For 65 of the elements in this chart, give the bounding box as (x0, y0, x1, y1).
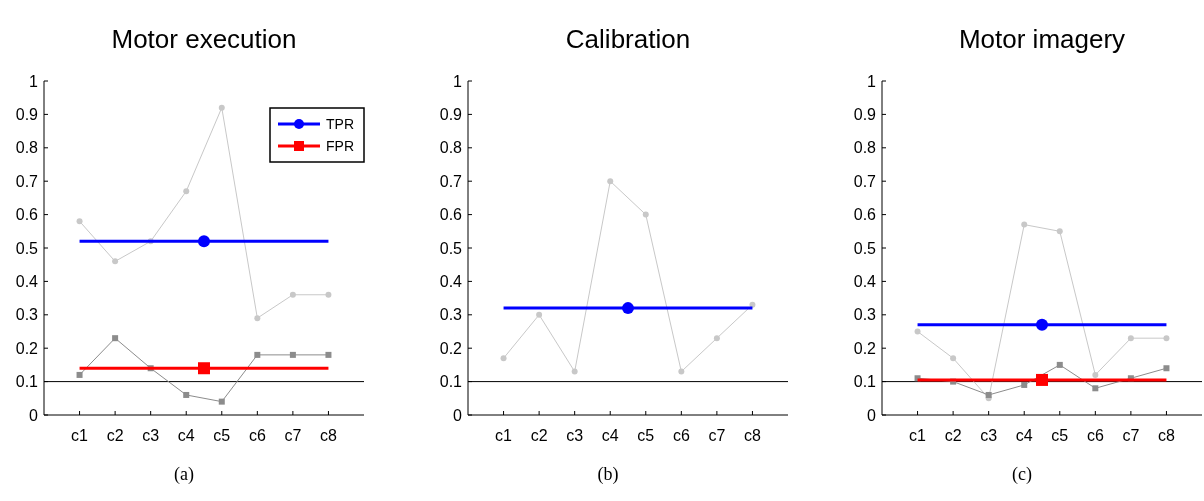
y-tick-label: 0.3 (15, 306, 39, 324)
text: (c) (1012, 464, 1032, 485)
x-tick-label: c8 (743, 427, 761, 444)
y-tick-label: 0.9 (15, 106, 39, 123)
y-tick-label: 0.5 (439, 239, 463, 257)
x-tick-label: c7 (284, 427, 302, 444)
y-tick-label: 0.8 (15, 139, 39, 157)
y-tick-label: 0.1 (853, 373, 877, 391)
x-tick-label: c1 (495, 427, 513, 444)
y-tick-label: 0 (29, 406, 39, 424)
x-tick-label: c4 (177, 427, 195, 444)
y-tick-label: 0.4 (853, 273, 877, 290)
y-tick-label: 0 (867, 406, 877, 424)
chart-title: Motor imagery (958, 24, 1126, 54)
x-tick-label: c1 (909, 427, 927, 444)
chart-title: Motor execution (111, 24, 297, 54)
x-tick-label: c2 (106, 427, 124, 444)
y-tick-label: 0 (453, 406, 463, 424)
y-tick-label: 1 (29, 72, 39, 90)
y-tick-label: 0.4 (15, 273, 39, 290)
text: (b) (597, 464, 619, 485)
y-tick-label: 0.9 (853, 106, 877, 123)
y-tick-label: 0.9 (439, 106, 463, 123)
x-tick-label: c2 (944, 427, 962, 444)
x-tick-label: c8 (319, 427, 337, 444)
x-tick-label: c4 (1015, 427, 1033, 444)
x-tick-label: c8 (1157, 427, 1175, 444)
legend-label: TPR (326, 115, 354, 132)
x-tick-label: c3 (980, 427, 998, 444)
x-tick-label: c5 (1051, 427, 1069, 444)
y-tick-label: 0.6 (439, 206, 463, 224)
y-tick-label: 0.8 (853, 139, 877, 157)
y-tick-label: 0.1 (15, 373, 39, 391)
y-tick-label: 1 (867, 72, 877, 90)
y-tick-label: 0.3 (439, 306, 463, 324)
y-tick-label: 0.7 (853, 172, 877, 190)
chart-title: Calibration (565, 24, 691, 54)
y-tick-label: 0.6 (15, 206, 39, 224)
y-tick-label: 0.8 (439, 139, 463, 157)
x-tick-label: c7 (1122, 427, 1140, 444)
y-tick-label: 1 (453, 72, 463, 90)
y-tick-label: 0.4 (439, 273, 463, 290)
y-tick-label: 0.2 (439, 339, 463, 357)
x-tick-label: c4 (601, 427, 619, 444)
x-tick-label: c1 (71, 427, 89, 444)
y-tick-label: 0.5 (15, 239, 39, 257)
x-tick-label: c6 (248, 427, 266, 444)
y-tick-label: 0.2 (15, 339, 39, 357)
y-tick-label: 0.5 (853, 239, 877, 257)
y-tick-label: 0.6 (853, 206, 877, 224)
y-tick-label: 0.1 (439, 373, 463, 391)
x-tick-label: c2 (530, 427, 548, 444)
x-tick-label: c5 (637, 427, 655, 444)
x-tick-label: c7 (708, 427, 726, 444)
x-tick-label: c6 (672, 427, 690, 444)
y-tick-label: 0.7 (439, 172, 463, 190)
text: (a) (174, 464, 194, 485)
x-tick-label: c6 (1086, 427, 1104, 444)
legend-label: FPR (326, 137, 354, 154)
x-tick-label: c3 (142, 427, 160, 444)
x-tick-label: c3 (566, 427, 584, 444)
x-tick-label: c5 (213, 427, 231, 444)
y-tick-label: 0.7 (15, 172, 39, 190)
y-tick-label: 0.3 (853, 306, 877, 324)
y-tick-label: 0.2 (853, 339, 877, 357)
